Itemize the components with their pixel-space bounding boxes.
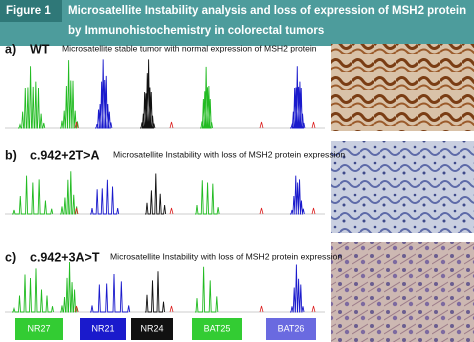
trace bbox=[200, 66, 214, 129]
trace bbox=[140, 59, 156, 129]
trace bbox=[12, 268, 54, 313]
marker-box bbox=[15, 318, 63, 340]
genotype: c.942+2T>A bbox=[30, 148, 100, 162]
figure-label-box bbox=[0, 0, 62, 22]
trace bbox=[145, 173, 167, 215]
panel-label: c) bbox=[5, 250, 16, 264]
size-peak bbox=[259, 121, 264, 129]
trace bbox=[290, 175, 305, 215]
marker-label: NR21 bbox=[91, 323, 114, 333]
title-line: by Immunohistochemistry in colorectal tu… bbox=[68, 25, 324, 37]
panel-label: b) bbox=[5, 148, 17, 162]
size-peak bbox=[169, 305, 174, 313]
ihc-image bbox=[331, 141, 474, 233]
size-peak bbox=[311, 121, 316, 129]
trace bbox=[145, 271, 165, 313]
figure-label: Figure 1 bbox=[6, 5, 51, 17]
ihc-image bbox=[331, 44, 474, 131]
size-peak bbox=[74, 207, 79, 215]
trace bbox=[195, 266, 219, 313]
size-peak bbox=[259, 207, 264, 215]
panel-caption: Microsatellite Instability with loss of … bbox=[113, 149, 345, 159]
panel-caption: Microsatellite Instability with loss of … bbox=[110, 251, 342, 261]
trace bbox=[60, 60, 79, 129]
trace bbox=[290, 66, 306, 129]
marker-label: BAT25 bbox=[204, 323, 231, 333]
marker-box bbox=[266, 318, 316, 340]
size-peak bbox=[169, 207, 174, 215]
marker-label: BAT26 bbox=[278, 323, 305, 333]
marker-box bbox=[80, 318, 126, 340]
title-line: Microsatellite Instability analysis and … bbox=[68, 5, 466, 17]
trace bbox=[195, 180, 220, 215]
genotype: c.942+3A>T bbox=[30, 250, 100, 264]
trace bbox=[95, 59, 113, 129]
trace bbox=[18, 66, 46, 129]
size-peak bbox=[74, 305, 79, 313]
trace bbox=[60, 261, 79, 313]
panel-caption: Microsatellite stable tumor with normal … bbox=[62, 43, 317, 53]
size-peak bbox=[169, 121, 174, 129]
size-peak bbox=[311, 207, 316, 215]
marker-box bbox=[131, 318, 173, 340]
trace bbox=[60, 171, 79, 215]
size-peak bbox=[259, 305, 264, 313]
marker-label: NR24 bbox=[140, 323, 163, 333]
trace bbox=[90, 179, 120, 215]
marker-label: NR27 bbox=[27, 323, 50, 333]
size-peak bbox=[311, 305, 316, 313]
marker-box bbox=[192, 318, 242, 340]
trace bbox=[90, 273, 131, 313]
genotype: WT bbox=[30, 42, 50, 56]
size-peak bbox=[74, 121, 79, 129]
ihc-image bbox=[331, 242, 474, 342]
trace bbox=[290, 264, 305, 313]
header-bar bbox=[0, 0, 474, 46]
panel-label: a) bbox=[5, 42, 16, 56]
trace bbox=[12, 175, 54, 215]
